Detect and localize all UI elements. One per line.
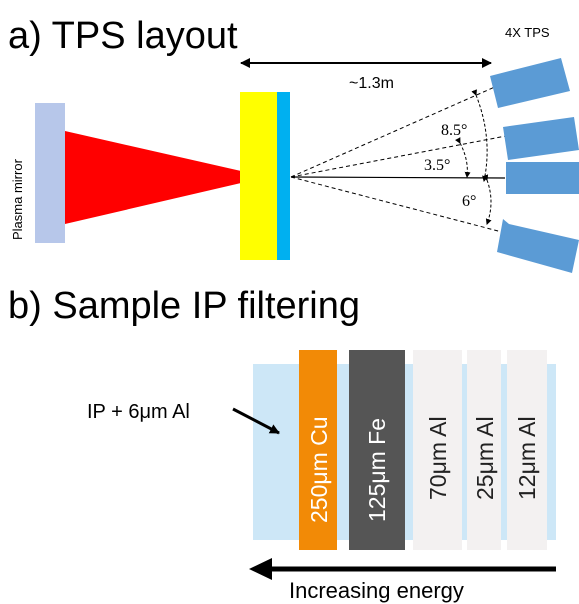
filter-al-70 (413, 350, 462, 550)
tps-label: 4X TPS (505, 25, 550, 40)
distance-label: ~1.3m (349, 75, 394, 92)
panel-b-title: b) Sample IP filtering (8, 285, 360, 327)
filter-cu (299, 350, 337, 550)
laser-beam (65, 131, 241, 224)
filter-fe (349, 350, 405, 550)
plasma-mirror-label: Plasma mirror (10, 158, 25, 240)
ip-label: IP + 6μm Al (87, 401, 190, 423)
sightline-1 (290, 85, 498, 178)
filter-label-cu: 250μm Cu (306, 416, 332, 523)
tps-detector (503, 117, 579, 160)
sightline-3 (290, 176, 506, 179)
panel-a-title: a) TPS layout (8, 15, 238, 57)
ip-arrow (232, 407, 280, 435)
filter-label-al-12: 12μm Al (514, 416, 540, 500)
angle-label: 3.5° (424, 157, 450, 174)
plasma-mirror (35, 103, 65, 243)
target-back (277, 92, 290, 260)
filter-al-25 (467, 350, 501, 550)
angle-label: 8.5° (441, 122, 467, 139)
angle-arc-6 (482, 174, 492, 225)
tps-detector (506, 162, 579, 194)
filter-label-al-25: 25μm Al (472, 416, 498, 500)
tps-detector (490, 58, 570, 108)
angle-arc-8-5 (471, 89, 488, 182)
filter-label-fe: 125μm Fe (364, 418, 390, 522)
energy-arrow-head (249, 558, 272, 580)
angle-arc-3-5 (455, 137, 471, 178)
tps-detector (497, 219, 579, 273)
target-front (240, 92, 277, 260)
filter-al-12 (507, 350, 547, 550)
sightline-2 (290, 135, 507, 178)
angle-label: 6° (462, 193, 476, 210)
sightline-4 (290, 176, 503, 233)
filter-label-al-70: 70μm Al (425, 416, 451, 500)
energy-label: Increasing energy (289, 578, 464, 603)
